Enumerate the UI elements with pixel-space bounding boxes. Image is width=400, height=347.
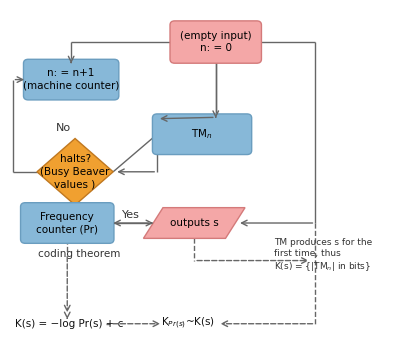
Text: n: = n+1
(machine counter): n: = n+1 (machine counter): [23, 68, 119, 91]
Text: K$_{Pr(s)}$~K(s): K$_{Pr(s)}$~K(s): [161, 316, 216, 331]
Text: Yes: Yes: [122, 210, 140, 220]
Text: coding theorem: coding theorem: [38, 249, 120, 259]
FancyBboxPatch shape: [20, 203, 114, 243]
Text: TM produces s for the
first time, thus
K(s) = {|TM$_n$| in bits}: TM produces s for the first time, thus K…: [274, 238, 372, 273]
FancyBboxPatch shape: [24, 59, 119, 100]
Text: (empty input)
n: = 0: (empty input) n: = 0: [180, 31, 252, 53]
Text: Frequency
counter (Pr): Frequency counter (Pr): [36, 212, 98, 234]
FancyBboxPatch shape: [170, 21, 262, 63]
Polygon shape: [37, 138, 113, 205]
FancyBboxPatch shape: [152, 114, 252, 154]
Text: K(s) = −log Pr(s) + c: K(s) = −log Pr(s) + c: [14, 319, 123, 329]
Text: halts?
(Busy Beaver
values ): halts? (Busy Beaver values ): [40, 154, 110, 189]
Text: outputs s: outputs s: [170, 218, 219, 228]
Text: No: No: [56, 123, 71, 133]
Text: TM$_n$: TM$_n$: [191, 127, 213, 141]
Polygon shape: [144, 208, 245, 238]
